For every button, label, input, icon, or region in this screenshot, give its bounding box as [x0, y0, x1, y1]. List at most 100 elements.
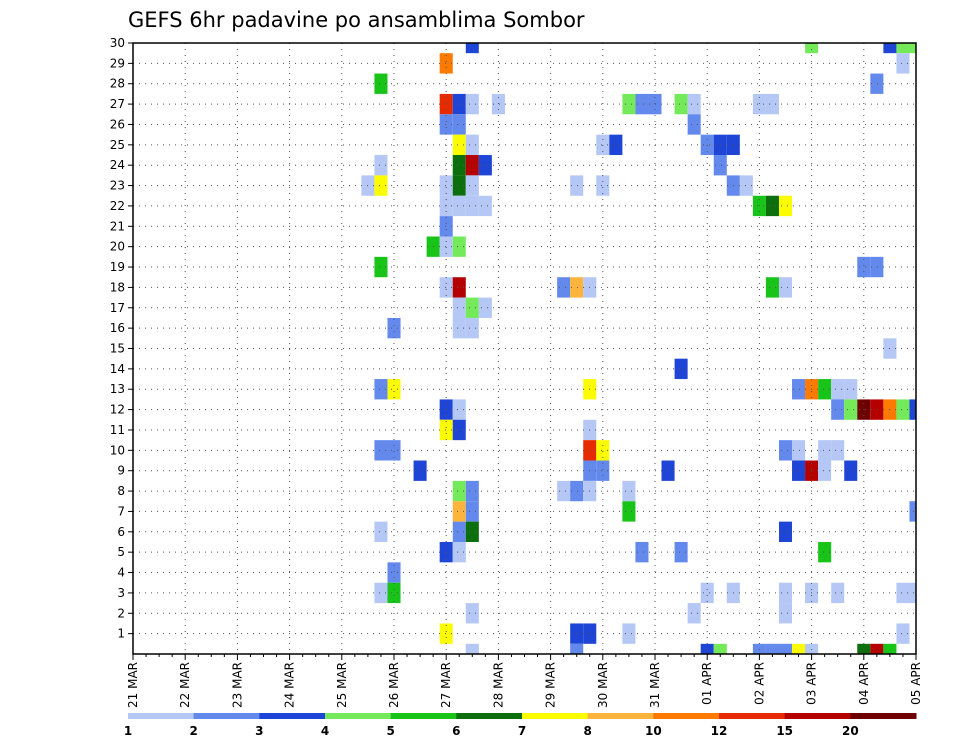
heatmap-cell — [439, 216, 453, 237]
colorbar-label: 5 — [386, 724, 394, 738]
heatmap-cell — [818, 541, 832, 563]
heatmap-cell — [752, 643, 766, 654]
heatmap-cell — [909, 399, 916, 420]
y-tick-label: 16 — [110, 321, 125, 335]
colorbar-swatch — [719, 713, 786, 719]
x-tick-label: 29 MAR — [544, 662, 558, 708]
x-tick-label: 30 MAR — [596, 662, 610, 708]
heatmap-cell — [452, 541, 466, 563]
heatmap-cells — [361, 43, 916, 654]
heatmap-cell — [700, 643, 714, 654]
heatmap-cell — [570, 277, 584, 298]
y-tick-labels: 1234567891011121314151617181920212223242… — [110, 36, 133, 641]
heatmap-cell — [792, 440, 806, 461]
heatmap-cell — [778, 277, 793, 298]
heatmap-cell — [844, 399, 858, 420]
heatmap-cell — [374, 155, 388, 176]
x-tick-labels: 21 MAR 22 MAR 23 MAR 24 MAR 25 MAR 26 MAR 27 M… — [126, 654, 923, 708]
heatmap-cell — [465, 195, 479, 217]
heatmap-cell — [387, 582, 401, 604]
heatmap-cell — [452, 480, 466, 502]
heatmap-cell — [765, 277, 779, 298]
colorbar-swatch — [193, 713, 260, 719]
heatmap-cell — [465, 134, 479, 156]
y-tick-label: 1 — [117, 627, 125, 641]
heatmap-cell — [452, 419, 466, 441]
heatmap-cell — [778, 521, 793, 542]
y-tick-label: 7 — [117, 504, 125, 518]
colorbar-label: 2 — [189, 724, 197, 738]
heatmap-cell — [570, 643, 584, 654]
x-tick-label: 25 MAR — [335, 662, 349, 708]
heatmap-cell — [674, 358, 688, 380]
heatmap-cell — [909, 582, 916, 604]
heatmap-cell — [387, 440, 401, 461]
y-tick-label: 21 — [110, 219, 125, 233]
heatmap-cell — [700, 582, 714, 604]
heatmap-cell — [387, 379, 401, 400]
heatmap-cell — [778, 643, 793, 654]
x-tick-label: 27 MAR — [439, 662, 453, 708]
heatmap-cell — [687, 93, 701, 115]
heatmap-cell — [844, 379, 858, 400]
y-tick-label: 6 — [117, 525, 125, 539]
heatmap-cell — [870, 73, 884, 94]
heatmap-cell — [870, 256, 884, 278]
y-tick-label: 26 — [110, 117, 125, 131]
heatmap-cell — [687, 114, 701, 135]
heatmap-cell — [778, 582, 793, 604]
heatmap-cell — [674, 93, 688, 115]
x-tick-label: 21 MAR — [126, 662, 140, 708]
heatmap-cell — [570, 623, 584, 644]
heatmap-cell — [778, 603, 793, 624]
heatmap-cell — [687, 603, 701, 624]
colorbar-label: 1 — [124, 724, 132, 738]
heatmap-cell — [870, 643, 884, 654]
heatmap-cell — [439, 53, 453, 74]
y-tick-label: 10 — [110, 443, 125, 457]
heatmap-cell — [818, 440, 832, 461]
heatmap-cell — [831, 440, 845, 461]
y-tick-label: 19 — [110, 260, 125, 274]
heatmap-cell — [792, 643, 806, 654]
y-tick-label: 13 — [110, 382, 125, 396]
heatmap-cell — [805, 643, 819, 654]
colorbar-label: 4 — [321, 724, 329, 738]
heatmap-cell — [452, 236, 466, 257]
colorbar-swatch — [587, 713, 654, 719]
heatmap-cell — [439, 175, 453, 196]
heatmap-cell — [674, 541, 688, 563]
heatmap-cell — [452, 114, 466, 135]
heatmap-cell — [452, 155, 466, 176]
heatmap-cell — [465, 155, 479, 176]
y-tick-label: 17 — [110, 301, 125, 315]
heatmap-cell — [713, 134, 727, 156]
heatmap-cell — [857, 643, 871, 654]
colorbar-swatch — [522, 713, 589, 719]
heatmap-cell — [661, 460, 675, 481]
y-tick-label: 18 — [110, 280, 125, 294]
heatmap-cell — [439, 236, 453, 257]
heatmap-cell — [622, 623, 636, 644]
heatmap-cell — [374, 256, 388, 278]
heatmap-cell — [909, 501, 916, 522]
heatmap-cell — [635, 541, 649, 563]
heatmap-cell — [570, 480, 584, 502]
heatmap-cell — [831, 379, 845, 400]
x-tick-label: 24 MAR — [283, 662, 297, 708]
heatmap-cell — [883, 43, 897, 54]
heatmap-cell — [465, 643, 479, 654]
colorbar-label: 8 — [583, 724, 591, 738]
heatmap-cell — [831, 582, 845, 604]
heatmap-cell — [465, 317, 479, 339]
heatmap-cell — [765, 93, 779, 115]
y-tick-label: 4 — [117, 566, 125, 580]
heatmap-cell — [792, 379, 806, 400]
heatmap-cell — [596, 460, 610, 481]
y-tick-label: 15 — [110, 342, 125, 356]
heatmap-cell — [765, 195, 779, 217]
x-tick-label: 02 APR — [752, 662, 766, 705]
heatmap-cell — [452, 521, 466, 542]
colorbar-label: 3 — [255, 724, 263, 738]
